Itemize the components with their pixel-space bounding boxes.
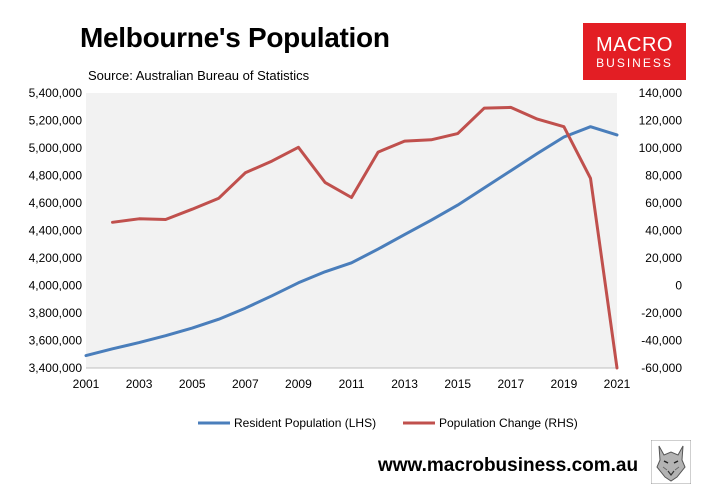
x-tick-label: 2017 xyxy=(497,377,524,391)
x-tick-label: 2003 xyxy=(126,377,153,391)
left-tick-label: 4,000,000 xyxy=(29,279,83,293)
plot-area xyxy=(86,93,617,368)
left-tick-label: 3,400,000 xyxy=(29,361,83,375)
right-tick-label: 100,000 xyxy=(639,141,683,155)
left-tick-label: 5,200,000 xyxy=(29,114,83,128)
x-axis-ticks: 2001 2003 2005 2007 2009 2011 2013 2015 2017 2019… xyxy=(73,377,631,391)
legend-label-rhs: Population Change (RHS) xyxy=(439,416,578,430)
right-tick-label: -40,000 xyxy=(641,334,682,348)
right-tick-label: 40,000 xyxy=(645,224,682,238)
x-tick-label: 2021 xyxy=(604,377,631,391)
series-line-resident-population xyxy=(84,125,619,358)
x-tick-label: 2001 xyxy=(73,377,100,391)
left-tick-label: 4,400,000 xyxy=(29,224,83,238)
right-tick-label: 20,000 xyxy=(645,251,682,265)
right-tick-label: 0 xyxy=(675,279,682,293)
left-tick-label: 3,800,000 xyxy=(29,306,83,320)
right-tick-label: 140,000 xyxy=(639,86,683,100)
legend: Resident Population (LHS) Population Cha… xyxy=(198,416,578,430)
x-tick-label: 2011 xyxy=(339,377,365,391)
left-tick-label: 4,200,000 xyxy=(29,251,83,265)
left-tick-label: 4,800,000 xyxy=(29,169,83,183)
logo-line-2: BUSINESS xyxy=(596,55,673,70)
left-axis-ticks: 3,400,000 3,600,000 3,800,000 4,000,000 4,20… xyxy=(29,86,83,375)
x-tick-label: 2015 xyxy=(444,377,471,391)
x-tick-label: 2007 xyxy=(232,377,259,391)
x-tick-label: 2019 xyxy=(551,377,578,391)
series-line-population-change xyxy=(111,105,619,370)
right-tick-label: -60,000 xyxy=(641,361,682,375)
left-tick-label: 3,600,000 xyxy=(29,334,83,348)
left-tick-label: 4,600,000 xyxy=(29,196,83,210)
right-axis-ticks: -60,000 -40,000 -20,000 0 20,000 40,000 60,000… xyxy=(639,86,683,375)
logo-line-1: MACRO xyxy=(596,33,673,56)
x-tick-label: 2013 xyxy=(391,377,418,391)
x-tick-label: 2009 xyxy=(285,377,312,391)
left-tick-label: 5,400,000 xyxy=(29,86,83,100)
website-url: www.macrobusiness.com.au xyxy=(378,455,639,476)
wolf-icon xyxy=(651,440,691,484)
right-tick-label: 60,000 xyxy=(645,196,682,210)
chart-title: Melbourne's Population xyxy=(80,22,390,53)
right-tick-label: -20,000 xyxy=(641,306,682,320)
right-tick-label: 120,000 xyxy=(639,114,683,128)
x-tick-label: 2005 xyxy=(179,377,206,391)
chart-source: Source: Australian Bureau of Statistics xyxy=(88,68,310,83)
macrobusiness-logo: MACRO BUSINESS xyxy=(583,23,686,80)
legend-label-lhs: Resident Population (LHS) xyxy=(234,416,376,430)
left-tick-label: 5,000,000 xyxy=(29,141,83,155)
right-tick-label: 80,000 xyxy=(645,169,682,183)
series-lines xyxy=(84,105,619,370)
